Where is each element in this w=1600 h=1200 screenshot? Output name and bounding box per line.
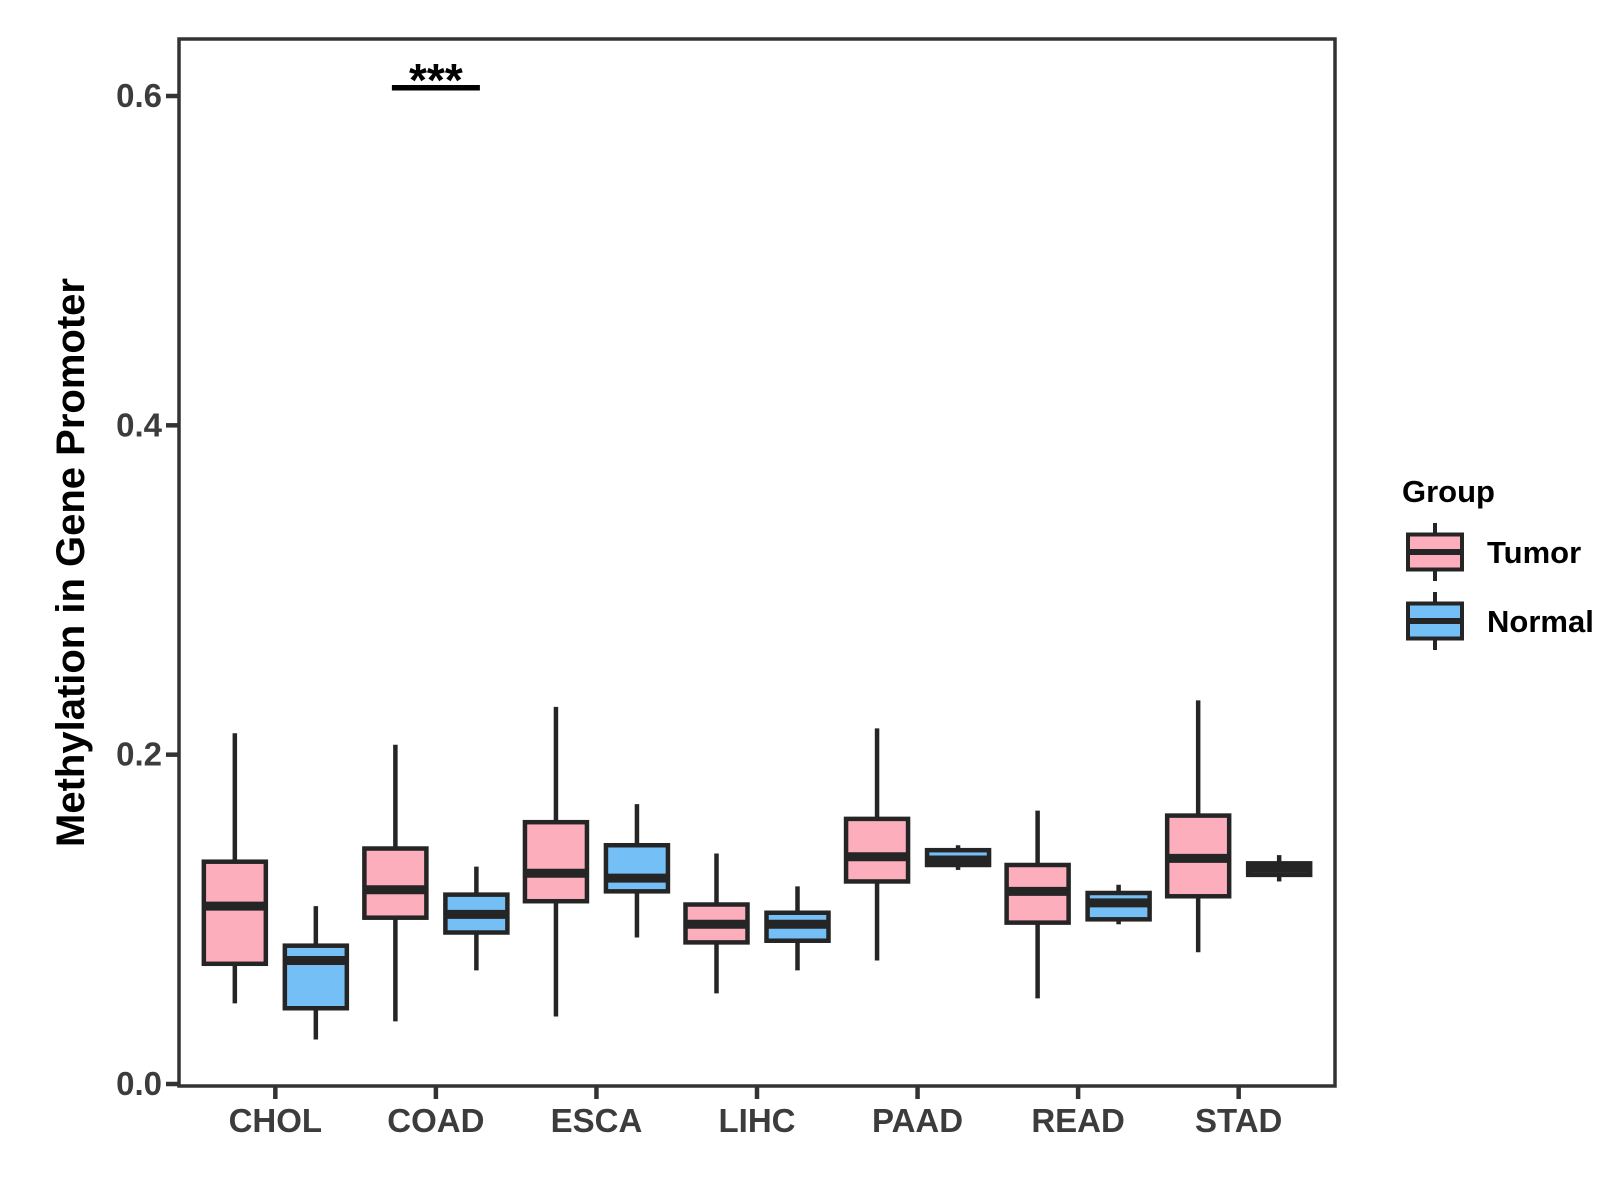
box-Tumor-COAD [362,846,429,920]
box-Tumor-ESCA [522,819,590,904]
x-tick-label: ESCA [551,1102,643,1139]
box-Tumor-CHOL [201,859,269,967]
legend-label: Tumor [1487,535,1581,570]
panel-border [177,37,1337,1088]
significance-label: *** [409,54,463,106]
y-tick-label: 0.4 [116,406,163,443]
chart-figure: 0.0 0.2 0.4 0.6 CHOL COAD ESCA LIHC PAAD READ STAD… [40,16,1600,1200]
box-Tumor-PAAD [843,816,911,884]
x-tick-label: CHOL [229,1102,323,1139]
x-tick-label: PAAD [872,1102,963,1139]
legend-title: Group [1402,474,1495,509]
box-Normal-CHOL [282,943,350,1011]
x-tick-label: READ [1031,1102,1125,1139]
legend-label: Normal [1487,604,1594,639]
y-tick-label: 0.6 [116,77,162,114]
x-tick-label: STAD [1195,1102,1282,1139]
x-tick-label: COAD [387,1102,484,1139]
boxplot-chart: 0.0 0.2 0.4 0.6 CHOL COAD ESCA LIHC PAAD READ STAD… [49,37,1594,1139]
y-axis-title: Methylation in Gene Promoter [49,278,93,847]
y-tick-label: 0.0 [116,1065,162,1102]
x-tick-label: LIHC [719,1102,796,1139]
box-Normal-ESCA [603,842,671,894]
y-tick-label: 0.2 [116,736,162,773]
